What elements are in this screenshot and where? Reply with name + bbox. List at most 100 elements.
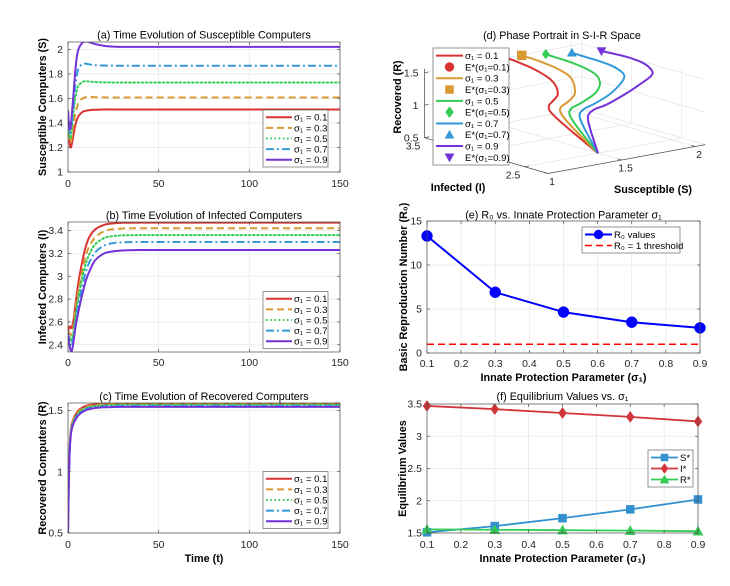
x-axis-label: Innate Protection Parameter (σ₁) <box>480 372 646 384</box>
panel-e-r0-vs-sigma: 0.1 0.2 0.3 0.4 0.5 0.6 0.7 0.8 0.9 0 5 10 15 (e) R₀ … <box>398 202 707 384</box>
series-line-5 <box>68 248 340 352</box>
panel-c-recovered-over-time: 0 50 100 150 0.5 1 1.5 (c) Time Evolution of Re… <box>37 391 349 565</box>
y-tick-label: 1.2 <box>48 142 63 154</box>
legend-label: σ₁ = 0.5 <box>294 495 327 506</box>
legend-entry: E*(σ₁=0.9) <box>444 153 510 164</box>
x-tick-label: 0 <box>65 357 71 369</box>
x-tick-label: 0.1 <box>420 539 435 551</box>
legend-label: R* <box>680 475 691 486</box>
data-point-triangle-up-marker <box>489 524 501 535</box>
x-tick-label: 0.9 <box>691 539 706 551</box>
legend-circle-marker <box>593 229 604 240</box>
panel-a-susceptible-over-time: 0 50 100 150 1 1.2 1.4 1.6 1.8 2 (a) Time Evolutio… <box>37 30 349 191</box>
series-layer <box>68 222 340 352</box>
data-point-diamond-marker <box>490 403 500 416</box>
legend-label: σ₁ = 0.1 <box>294 294 327 305</box>
equilibrium-triangle-down-marker <box>596 47 607 57</box>
data-point-square-marker <box>626 505 635 514</box>
y-tick-label: 3.4 <box>48 225 63 237</box>
y-tick-label: 2.5 <box>407 463 422 475</box>
legend: σ₁ = 0.1σ₁ = 0.3σ₁ = 0.5σ₁ = 0.7σ₁ = 0.9 <box>262 471 329 529</box>
legend-label: E*(σ₁=0.5) <box>465 108 510 119</box>
legend-entry: E*(σ₁=0.7) <box>444 129 510 141</box>
x-tick-label: 0.6 <box>590 358 605 370</box>
axes-frame <box>67 41 341 173</box>
s-tick-label: 1.5 <box>618 163 633 175</box>
data-point-triangle-up-marker <box>557 524 568 535</box>
legend-label: S* <box>680 453 690 464</box>
legend: σ₁ = 0.1E*(σ₁=0.1)σ₁ = 0.3E*(σ₁=0.3)σ₁ =… <box>432 47 510 166</box>
legend-entry: σ₁ = 0.9 <box>266 337 327 348</box>
legend-label: σ₁ = 0.7 <box>294 506 327 517</box>
legend-entry: σ₁ = 0.5 <box>266 495 327 506</box>
y-tick-label: 2 <box>57 44 63 56</box>
x-tick-label: 0.5 <box>555 539 570 551</box>
chart-title: (c) Time Evolution of Recovered Computer… <box>99 391 309 403</box>
equilibrium-triangle-up-marker <box>566 47 577 57</box>
equilibrium-square-marker <box>516 50 527 61</box>
x-axis-label: Time (t) <box>185 553 224 565</box>
s-tick-mark <box>617 158 622 161</box>
legend-diamond-marker <box>445 106 454 119</box>
r-tick-mark <box>424 71 429 74</box>
legend: σ₁ = 0.1σ₁ = 0.3σ₁ = 0.5σ₁ = 0.7σ₁ = 0.9 <box>262 109 329 168</box>
x-tick-label: 100 <box>241 539 259 551</box>
legend-label: E*(σ₁=0.9) <box>465 153 510 164</box>
y-axis-label: Equilibrium Values <box>397 420 409 517</box>
legend-entry: E*(σ₁=0.1) <box>444 62 510 73</box>
equilibrium-diamond-marker <box>541 48 550 60</box>
legend-label: σ₁ = 0.5 <box>465 96 498 107</box>
y-tick-label: 1.5 <box>407 528 422 540</box>
legend-label: E*(σ₁=0.1) <box>465 62 510 73</box>
s-tick-mark <box>690 145 696 147</box>
legend-box <box>262 291 329 349</box>
x-tick-label: 0 <box>65 178 71 190</box>
s-grid-line <box>497 123 622 161</box>
legend-entry: σ₁ = 0.3 <box>266 305 327 316</box>
y-tick-label: 5 <box>416 304 422 316</box>
legend-entry: σ₁ = 0.1 <box>266 113 327 124</box>
legend-label: σ₁ = 0.7 <box>465 119 498 130</box>
y-axis-label: Recovered Computers (R) <box>37 401 49 535</box>
x-tick-label: 50 <box>153 539 165 551</box>
legend-entry: σ₁ = 0.3 <box>436 74 498 85</box>
x-tick-label: 150 <box>331 178 349 190</box>
y-axis-label: Susceptible Computers (S) <box>37 38 49 176</box>
r-tick-label: 1.5 <box>404 67 419 79</box>
legend-entry: σ₁ = 0.3 <box>266 123 327 134</box>
legend-label: I* <box>680 464 687 475</box>
axes-frame <box>67 221 341 353</box>
legend-entry: σ₁ = 0.9 <box>436 141 498 152</box>
i-axis-label: Infected (I) <box>431 182 486 194</box>
chart-title: (f) Equilibrium Values vs. σ₁ <box>497 391 629 403</box>
legend-entry: σ₁ = 0.1 <box>266 474 327 485</box>
legend-label: σ₁ = 0.1 <box>294 113 327 124</box>
y-tick-label: 1 <box>57 167 63 179</box>
legend-label: E*(σ₁=0.3) <box>465 85 510 96</box>
y-tick-label: 15 <box>410 216 422 228</box>
legend-entry: σ₁ = 0.7 <box>436 119 498 130</box>
i-tick-mark <box>424 136 429 139</box>
x-tick-label: 0.3 <box>487 539 502 551</box>
x-tick-label: 0.8 <box>657 539 672 551</box>
legend-label: σ₁ = 0.1 <box>465 51 498 62</box>
x-tick-label: 0.2 <box>454 358 469 370</box>
series-layer <box>68 403 340 533</box>
y-tick-label: 3 <box>57 271 63 283</box>
x-tick-label: 0.8 <box>659 358 674 370</box>
x-tick-label: 0.1 <box>420 358 435 370</box>
legend-square-marker <box>445 85 454 94</box>
legend-entry: σ₁ = 0.9 <box>266 155 327 166</box>
data-point-circle-marker <box>626 316 638 328</box>
legend-label: σ₁ = 0.9 <box>294 517 327 528</box>
x-tick-label: 0.4 <box>521 539 536 551</box>
y-tick-label: 2.4 <box>48 339 63 351</box>
legend-entry: σ₁ = 0.1 <box>436 51 498 62</box>
legend-box <box>262 109 329 168</box>
y-axis-label: Basic Reproduction Number (R₀) <box>398 202 410 371</box>
r-tick-mark <box>424 104 429 106</box>
legend-label: σ₁ = 0.3 <box>465 74 498 85</box>
legend-circle-marker <box>444 62 455 72</box>
series-line-4 <box>68 62 340 135</box>
data-point-circle-marker <box>557 306 570 318</box>
